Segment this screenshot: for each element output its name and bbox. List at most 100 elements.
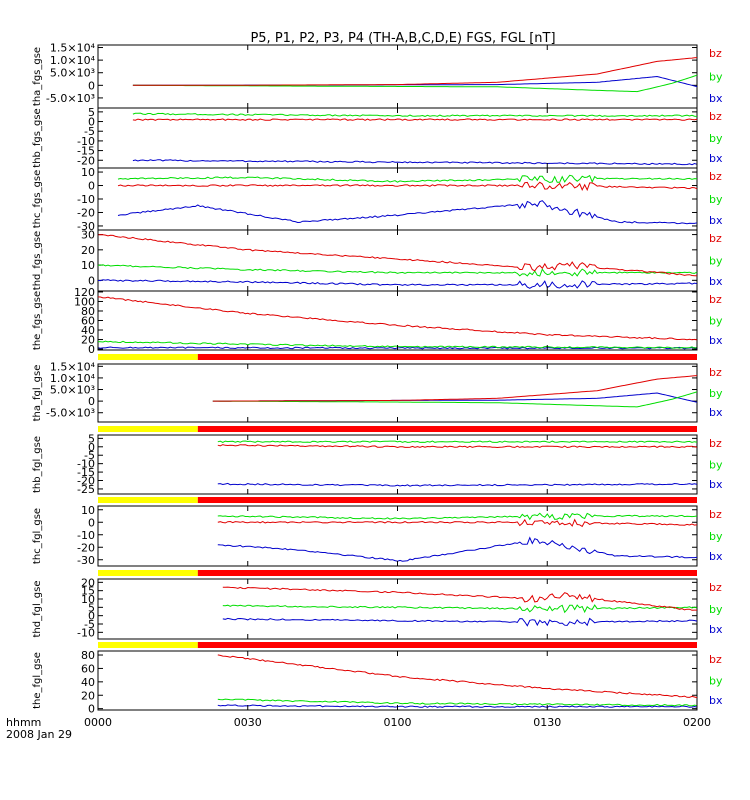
- y-tick-label: 0: [88, 441, 95, 454]
- series-by-line: [117, 174, 698, 184]
- series-bz-line: [117, 181, 698, 192]
- y-axis-label: the_fgl_gse: [32, 652, 43, 709]
- y-axis-label: tha_fgl_gse: [32, 365, 43, 422]
- panel-frame: [97, 650, 698, 711]
- y-tick-label: 30: [81, 229, 95, 242]
- y-tick-label: 0: [88, 516, 95, 529]
- y-tick-label: 0: [88, 703, 95, 716]
- y-tick-label: -25: [77, 483, 95, 496]
- y-tick-label: 80: [81, 649, 95, 662]
- chart-title: P5, P1, P2, P3, P4 (TH-A,B,C,D,E) FGS, F…: [250, 31, 555, 46]
- y-tick-label: 10: [81, 259, 95, 272]
- series-by-line: [217, 698, 698, 707]
- y-tick-label: 100: [74, 295, 95, 308]
- legend-by: by: [709, 459, 723, 472]
- series-bx-line: [132, 159, 698, 166]
- legend-bx: bx: [709, 214, 723, 227]
- panel-frame: [97, 290, 698, 351]
- y-tick-label: 0: [88, 610, 95, 623]
- legend-bz: bz: [709, 653, 722, 666]
- y-axis-label: tha_fgs_gse: [32, 47, 43, 106]
- x-tick-label: 0100: [384, 716, 412, 729]
- y-axis-label: thb_fgl_gse: [32, 436, 43, 493]
- series-by-line: [212, 391, 698, 408]
- series-by-line: [132, 74, 698, 93]
- y-tick-label: -30: [77, 554, 95, 567]
- series-bx-line: [217, 482, 698, 487]
- y-tick-label: -20: [77, 154, 95, 167]
- y-tick-label: -20: [77, 541, 95, 554]
- status-bar-red: [197, 642, 698, 648]
- y-tick-label: 10: [81, 504, 95, 517]
- y-tick-label: -15: [77, 466, 95, 479]
- legend-bz: bz: [709, 508, 722, 521]
- y-tick-label: 15: [81, 585, 95, 598]
- y-tick-label: 0: [88, 274, 95, 287]
- y-axis-label: thb_fgs_gse: [32, 108, 43, 167]
- legend-by: by: [709, 132, 723, 145]
- series-bx-line: [222, 617, 698, 627]
- y-axis-label: thd_fgl_gse: [32, 581, 43, 638]
- y-tick-label: 0: [88, 180, 95, 193]
- status-bar-red: [197, 426, 698, 432]
- y-tick-label: 120: [74, 286, 95, 299]
- status-bar-yellow: [98, 642, 198, 648]
- y-tick-label: 5.0×10³: [50, 384, 95, 397]
- y-tick-label: -15: [77, 145, 95, 158]
- legend-bx: bx: [709, 694, 723, 707]
- date-label: 2008 Jan 29: [6, 728, 72, 741]
- y-tick-label: -10: [77, 135, 95, 148]
- legend-bx: bx: [709, 406, 723, 419]
- legend-bx: bx: [709, 152, 723, 165]
- y-tick-label: 80: [81, 305, 95, 318]
- y-tick-label: 20: [81, 244, 95, 257]
- series-by-line: [222, 604, 698, 614]
- y-tick-label: 5: [88, 432, 95, 445]
- panel-frame: [97, 44, 698, 109]
- series-bz-line: [217, 444, 698, 449]
- legend-by: by: [709, 530, 723, 543]
- y-tick-label: -30: [77, 220, 95, 233]
- x-tick-label: 0130: [533, 716, 561, 729]
- y-tick-label: -5.0×10³: [46, 407, 95, 420]
- panel-thb_fgs_gse: 50-5-10-15-20 thb_fgs_gse bz by bx: [32, 106, 723, 169]
- legend-bx: bx: [709, 92, 723, 105]
- y-tick-label: -20: [77, 475, 95, 488]
- y-tick-label: -10: [77, 458, 95, 471]
- series-bz-line: [97, 234, 698, 277]
- y-axis-label: the_fgs_gse: [32, 291, 43, 350]
- legend-bz: bz: [709, 232, 722, 245]
- y-tick-label: -5: [84, 449, 95, 462]
- legend-bz: bz: [709, 437, 722, 450]
- panels-group: -5.0×10³05.0×10³1.0×10⁴1.5×10⁴tha_fgs_gs…: [32, 42, 723, 716]
- legend-by: by: [709, 315, 723, 328]
- y-tick-label: 20: [81, 334, 95, 347]
- status-bar-red: [197, 570, 698, 576]
- y-tick-label: 1.5×10⁴: [50, 42, 96, 55]
- y-tick-label: 10: [81, 593, 95, 606]
- legend-bz: bz: [709, 170, 722, 183]
- legend-by: by: [709, 193, 723, 206]
- series-by-line: [217, 512, 698, 521]
- series-by-line: [132, 112, 698, 118]
- y-tick-label: -10: [77, 626, 95, 639]
- series-by-line: [217, 440, 698, 443]
- y-tick-label: 40: [81, 676, 95, 689]
- y-tick-label: 0: [88, 79, 95, 92]
- series-bx-line: [217, 704, 698, 708]
- x-tick-label: 0000: [84, 716, 112, 729]
- panel-frame: [97, 505, 698, 567]
- series-bz-line: [217, 654, 698, 699]
- panel-thb_fgl_gse: 50-5-10-15-20-25 thb_fgl_gse bz by bx: [32, 426, 723, 496]
- y-tick-label: 1.0×10⁴: [50, 54, 96, 67]
- legend-bx: bx: [709, 623, 723, 636]
- legend-bx: bx: [709, 275, 723, 288]
- y-tick-label: 1.0×10⁴: [50, 372, 96, 385]
- time-label: hhmm: [6, 716, 41, 729]
- legend-bz: bz: [709, 293, 722, 306]
